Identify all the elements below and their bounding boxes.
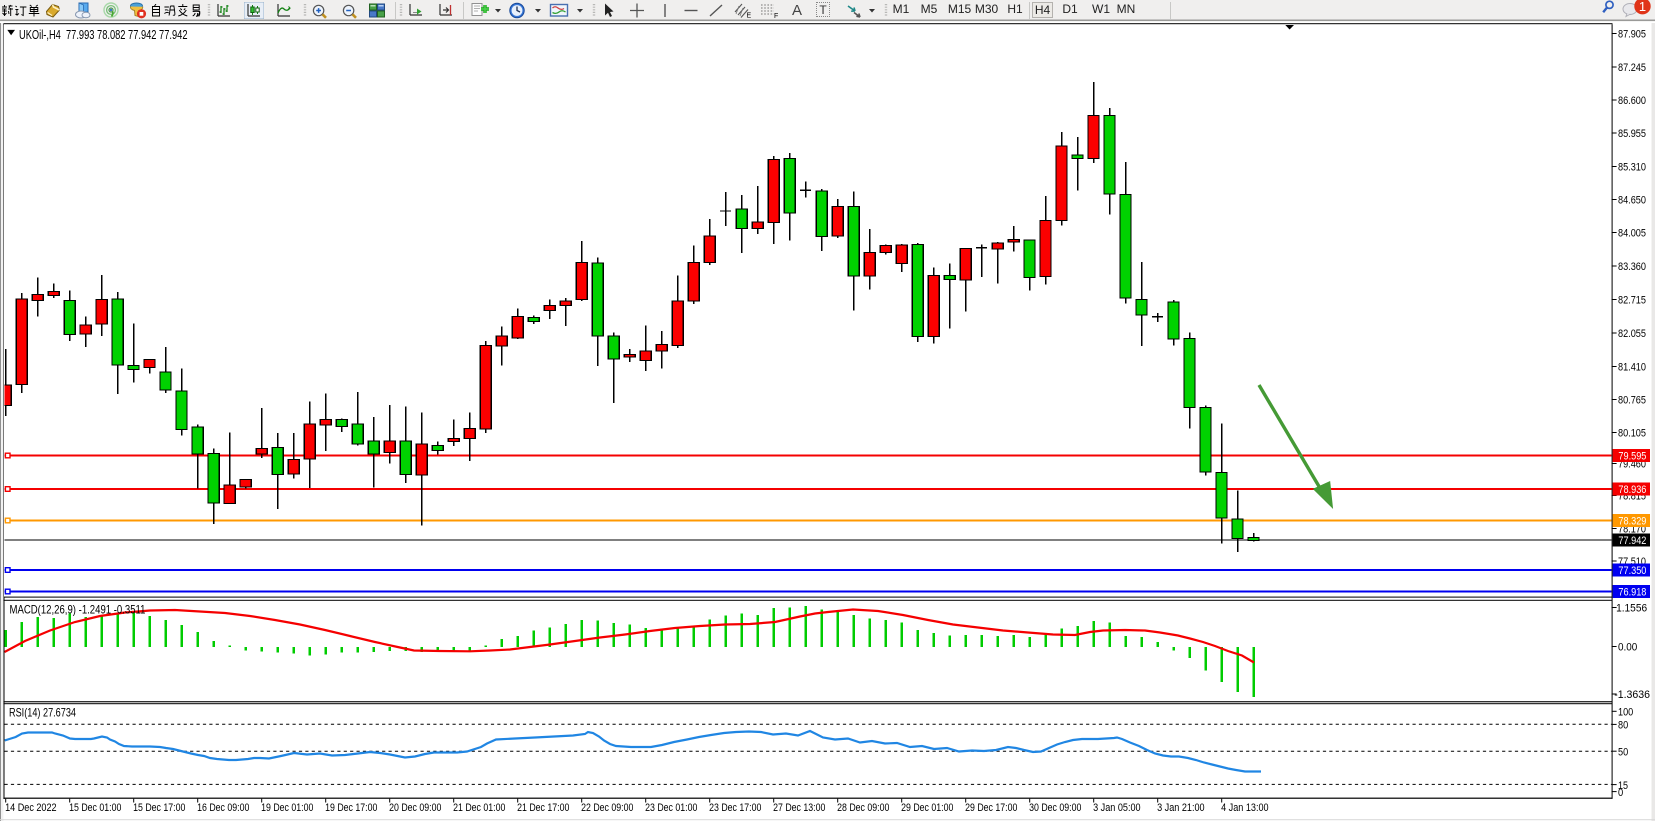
svg-text:0: 0	[1618, 787, 1623, 799]
svg-text:78.329: 78.329	[1618, 516, 1646, 528]
svg-text:20 Dec 09:00: 20 Dec 09:00	[389, 802, 441, 814]
svg-text:100: 100	[1618, 707, 1633, 719]
svg-text:MACD(12,26,9) -1.2491 -0.3511: MACD(12,26,9) -1.2491 -0.3511	[10, 603, 146, 617]
svg-text:84.005: 84.005	[1618, 228, 1646, 240]
svg-text:76.918: 76.918	[1618, 587, 1646, 599]
svg-text:3 Jan 21:00: 3 Jan 21:00	[1157, 802, 1205, 814]
svg-text:78.936: 78.936	[1618, 484, 1646, 496]
svg-text:77.942: 77.942	[1618, 535, 1646, 547]
svg-text:27 Dec 13:00: 27 Dec 13:00	[773, 802, 825, 814]
svg-text:19 Dec 17:00: 19 Dec 17:00	[325, 802, 377, 814]
svg-text:15 Dec 17:00: 15 Dec 17:00	[133, 802, 185, 814]
svg-text:50: 50	[1618, 746, 1628, 758]
svg-text:16 Dec 09:00: 16 Dec 09:00	[197, 802, 249, 814]
svg-text:RSI(14) 27.6734: RSI(14) 27.6734	[9, 706, 76, 720]
svg-text:4 Jan 13:00: 4 Jan 13:00	[1221, 802, 1269, 814]
svg-text:80.765: 80.765	[1618, 395, 1646, 407]
svg-text:22 Dec 09:00: 22 Dec 09:00	[581, 802, 633, 814]
svg-text:E: E	[747, 12, 752, 19]
svg-text:30 Dec 09:00: 30 Dec 09:00	[1029, 802, 1081, 814]
svg-text:85.955: 85.955	[1618, 128, 1646, 140]
svg-text:19 Dec 01:00: 19 Dec 01:00	[261, 802, 313, 814]
svg-text:79.595: 79.595	[1618, 451, 1646, 463]
svg-text:87.245: 87.245	[1618, 62, 1646, 74]
svg-text:15: 15	[1618, 780, 1628, 792]
svg-text:28 Dec 09:00: 28 Dec 09:00	[837, 802, 889, 814]
svg-text:23 Dec 01:00: 23 Dec 01:00	[645, 802, 697, 814]
svg-text:21 Dec 17:00: 21 Dec 17:00	[517, 802, 569, 814]
svg-text:86.600: 86.600	[1618, 95, 1646, 107]
svg-text:UKOil-,H4 77.993 78.082 77.94: UKOil-,H4 77.993 78.082 77.942 77.942	[19, 27, 188, 42]
svg-text:82.055: 82.055	[1618, 328, 1646, 340]
svg-text:80: 80	[1618, 720, 1628, 732]
svg-text:-1.3636: -1.3636	[1614, 689, 1650, 701]
svg-text:F: F	[774, 13, 778, 19]
svg-text:80.105: 80.105	[1618, 428, 1646, 440]
svg-text:23 Dec 17:00: 23 Dec 17:00	[709, 802, 761, 814]
svg-text:0.00: 0.00	[1618, 642, 1637, 654]
svg-text:84.650: 84.650	[1618, 195, 1646, 207]
svg-text:77.350: 77.350	[1618, 565, 1646, 577]
svg-text:87.905: 87.905	[1618, 29, 1646, 41]
svg-text:15 Dec 01:00: 15 Dec 01:00	[69, 802, 121, 814]
svg-text:83.360: 83.360	[1618, 261, 1646, 273]
svg-text:21 Dec 01:00: 21 Dec 01:00	[453, 802, 505, 814]
svg-text:29 Dec 17:00: 29 Dec 17:00	[965, 802, 1017, 814]
svg-text:14 Dec 2022: 14 Dec 2022	[5, 802, 57, 814]
svg-text:1.1556: 1.1556	[1616, 603, 1647, 615]
svg-text:1: 1	[1639, 0, 1646, 14]
svg-text:85.310: 85.310	[1618, 162, 1646, 174]
svg-text:82.715: 82.715	[1618, 295, 1646, 307]
svg-text:3 Jan 05:00: 3 Jan 05:00	[1093, 802, 1141, 814]
svg-text:29 Dec 01:00: 29 Dec 01:00	[901, 802, 953, 814]
svg-text:81.410: 81.410	[1618, 362, 1646, 374]
